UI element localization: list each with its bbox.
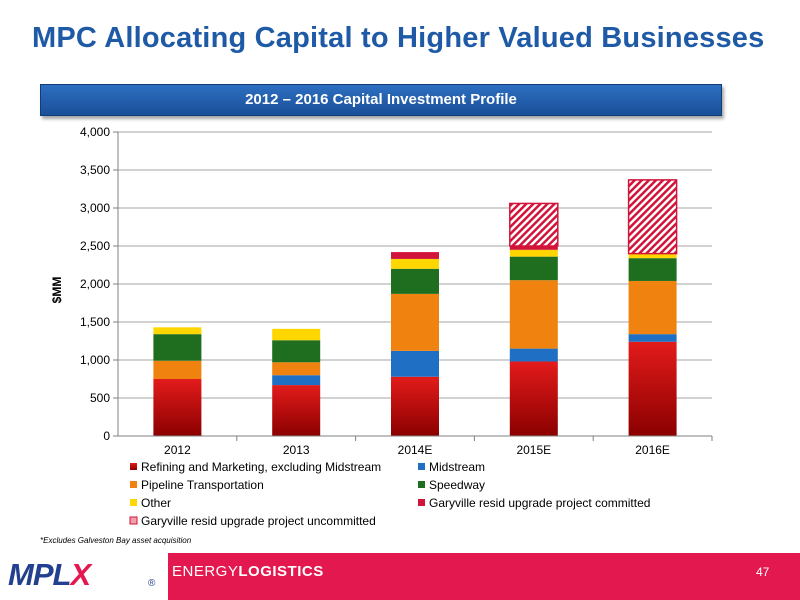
legend-swatch <box>130 463 137 470</box>
bar-segment <box>391 258 439 269</box>
logo-wordmark: MPLX <box>8 557 91 592</box>
bar-segment <box>628 334 677 342</box>
x-tick-label: 2012 <box>164 443 191 457</box>
legend-label: Speedway <box>429 478 485 492</box>
y-tick-label: 0 <box>103 429 110 443</box>
legend-swatch <box>129 516 138 525</box>
bar-segment <box>628 280 677 335</box>
bar-segment <box>391 376 439 436</box>
chart-bars <box>153 179 678 436</box>
bar-segment <box>509 361 558 436</box>
x-tick-label: 2016E <box>635 443 670 457</box>
energy-logistics-brand: ENERGYLOGISTICS <box>172 563 324 580</box>
y-tick-label: 3,000 <box>80 201 110 215</box>
logo-registered-mark: ® <box>148 578 156 589</box>
bar-segment <box>509 249 558 257</box>
y-tick-label: 4,000 <box>80 125 110 139</box>
bar-segment <box>391 268 439 294</box>
chart-axes: 0 500 1,000 1,500 2,000 2,500 3,000 3,500 4,000 2… <box>80 125 713 457</box>
footer-bar: MPLX ® ENERGYLOGISTICS 47 <box>0 553 800 600</box>
legend-swatch <box>418 481 425 488</box>
bar-segment <box>509 348 558 362</box>
bar-segment <box>272 340 321 363</box>
bar-segment <box>272 328 321 341</box>
legend-swatch <box>130 481 137 488</box>
y-tick-label: 1,000 <box>80 353 110 367</box>
legend-swatch <box>418 463 425 470</box>
y-tick-label: 3,500 <box>80 163 110 177</box>
bar-segment <box>628 341 677 436</box>
legend-label: Midstream <box>429 460 485 474</box>
y-tick-label: 2,500 <box>80 239 110 253</box>
bar-segment <box>391 252 439 259</box>
y-axis-label: $MM <box>50 277 64 304</box>
bar-segment <box>509 256 558 281</box>
footnote: *Excludes Galveston Bay asset acquisitio… <box>40 536 192 545</box>
x-tick-label: 2014E <box>398 443 433 457</box>
y-tick-label: 1,500 <box>80 315 110 329</box>
mplx-logo: MPLX ® <box>0 553 168 600</box>
bar-segment <box>509 202 559 247</box>
x-tick-label: 2013 <box>283 443 310 457</box>
legend-swatch <box>130 499 137 506</box>
legend-label: Refining and Marketing, excluding Midstr… <box>141 460 381 474</box>
legend-label: Garyville resid upgrade project uncommit… <box>141 514 376 528</box>
bar-segment <box>153 360 202 379</box>
x-tick-label: 2015E <box>516 443 551 457</box>
legend-label: Other <box>141 496 171 510</box>
y-tick-label: 500 <box>90 391 110 405</box>
bar-segment <box>272 362 321 376</box>
capital-investment-chart: 0 500 1,000 1,500 2,000 2,500 3,000 3,500 4,000 2… <box>50 125 713 528</box>
bar-segment <box>509 246 558 250</box>
chart-banner: 2012 – 2016 Capital Investment Profile <box>40 84 722 116</box>
legend-label: Pipeline Transportation <box>141 478 264 492</box>
bar-segment <box>153 327 202 335</box>
bar-segment <box>628 253 677 259</box>
legend-swatch <box>418 499 425 506</box>
bar-segment <box>628 258 677 281</box>
chart-legend: Refining and Marketing, excluding Midstr… <box>129 460 650 528</box>
legend-label: Garyville resid upgrade project committe… <box>429 496 650 510</box>
bar-segment <box>509 280 558 349</box>
bar-segment <box>153 334 202 361</box>
page-title: MPC Allocating Capital to Higher Valued … <box>32 22 765 54</box>
bar-segment <box>391 350 439 377</box>
bar-segment <box>153 379 202 436</box>
bar-segment <box>272 385 321 436</box>
bar-segment <box>627 179 678 255</box>
bar-segment <box>272 375 321 386</box>
y-tick-label: 2,000 <box>80 277 110 291</box>
page-number: 47 <box>756 565 770 579</box>
bar-segment <box>391 293 439 351</box>
